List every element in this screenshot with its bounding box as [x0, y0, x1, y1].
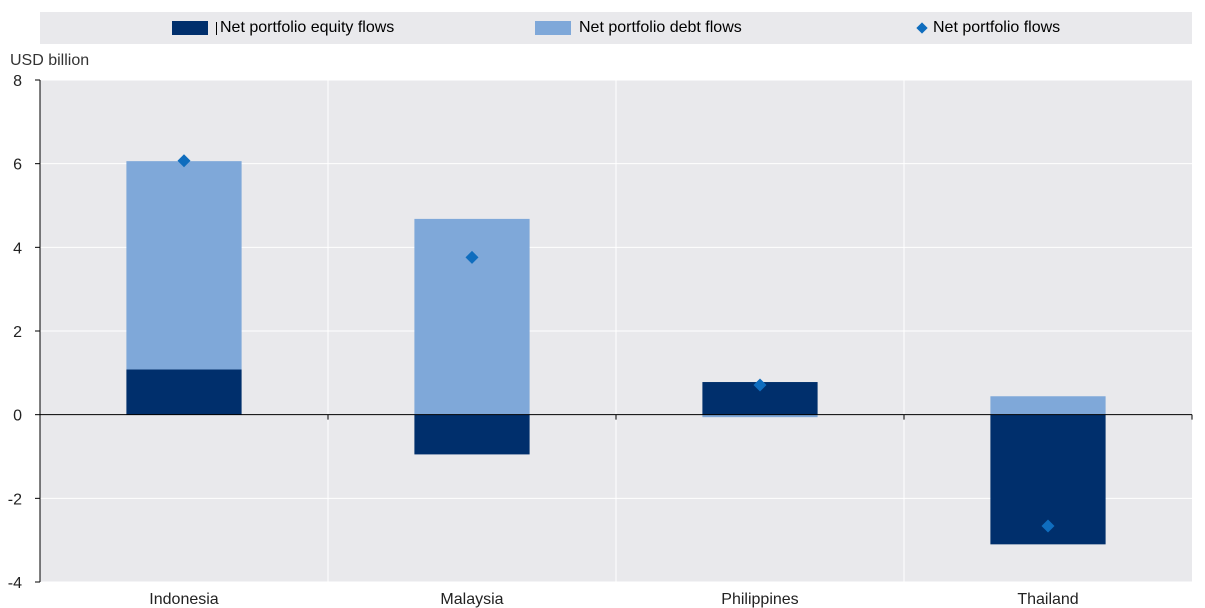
marker-net-portfolio-flows-thailand [1041, 519, 1055, 533]
bar-net-portfolio-debt-flows-indonesia [126, 161, 242, 370]
y-tick-label: 6 [13, 157, 22, 174]
y-tick-label: 8 [13, 73, 22, 90]
marker-net-portfolio-flows-indonesia [177, 154, 191, 168]
legend: Net portfolio equity flows Net portfolio… [40, 12, 1192, 44]
y-axis-unit-label: USD billion [10, 52, 90, 69]
bar-net-portfolio-debt-flows-malaysia [414, 218, 530, 415]
marker-net-portfolio-flows-malaysia [465, 250, 479, 264]
legend-item-total: Net portfolio flows [916, 12, 1060, 44]
y-tick-label: 2 [13, 324, 22, 341]
bar-net-portfolio-equity-flows-malaysia [414, 414, 530, 455]
bar-net-portfolio-debt-flows-thailand [990, 396, 1106, 415]
legend-item-debt: Net portfolio debt flows [535, 12, 742, 44]
marker-net-portfolio-flows-philippines [753, 378, 767, 392]
legend-label-equity: Net portfolio equity flows [220, 19, 395, 36]
legend-swatch-equity [172, 21, 208, 35]
legend-separator-icon [216, 21, 217, 35]
legend-label-debt: Net portfolio debt flows [579, 19, 742, 36]
x-tick-label-philippines: Philippines [721, 591, 798, 608]
x-tick-label-indonesia: Indonesia [149, 591, 218, 608]
legend-item-equity: Net portfolio equity flows [172, 12, 394, 44]
y-tick-label: 4 [13, 240, 22, 257]
legend-label-total: Net portfolio flows [933, 19, 1061, 36]
x-tick-label-malaysia: Malaysia [440, 591, 503, 608]
bar-net-portfolio-debt-flows-philippines [702, 414, 818, 418]
x-tick-label-thailand: Thailand [1017, 591, 1078, 608]
y-tick-label: 0 [13, 408, 22, 425]
y-tick-label: -4 [8, 575, 22, 592]
y-tick-label: -2 [8, 491, 22, 508]
bar-net-portfolio-equity-flows-indonesia [126, 369, 242, 415]
legend-swatch-debt [535, 21, 571, 35]
